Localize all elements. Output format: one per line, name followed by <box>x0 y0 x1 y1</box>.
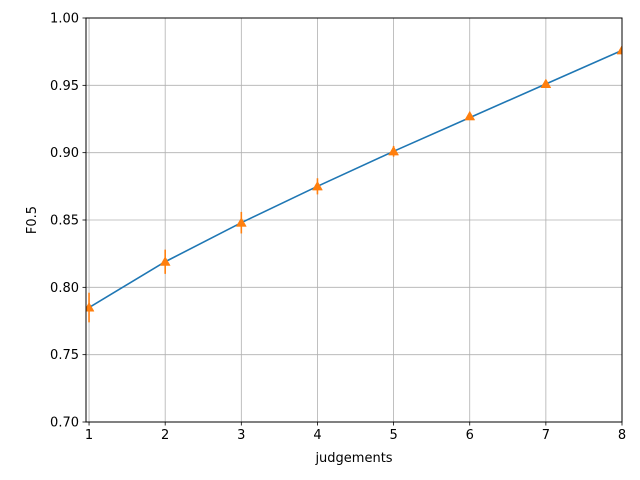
x-tick-label: 3 <box>237 428 245 443</box>
y-tick-label: 0.75 <box>50 348 79 363</box>
data-point <box>540 78 552 88</box>
data-point <box>312 180 323 191</box>
data-point <box>388 145 400 156</box>
x-tick-label: 6 <box>466 428 474 443</box>
data-point <box>616 44 622 55</box>
y-tick-label: 0.95 <box>50 79 79 94</box>
y-tick-label: 0.85 <box>50 214 79 229</box>
x-tick-label: 5 <box>389 428 397 443</box>
series-line <box>88 49 622 309</box>
data-point <box>86 302 95 312</box>
y-tick-label: 1.00 <box>50 12 79 27</box>
grid <box>86 17 623 423</box>
y-axis-label: F0.5 <box>25 206 40 234</box>
data-point <box>159 256 171 266</box>
y-tick-label: 0.80 <box>50 281 79 296</box>
x-tick-label: 8 <box>618 428 626 443</box>
y-tick-label: 0.70 <box>50 416 79 431</box>
x-tick-label: 1 <box>85 428 93 443</box>
data-point <box>235 217 247 227</box>
y-tick-label: 0.90 <box>50 146 79 161</box>
x-tick-label: 2 <box>161 428 169 443</box>
x-axis-label: judgements <box>314 451 392 466</box>
x-tick-label: 7 <box>542 428 550 443</box>
series-layer <box>86 44 622 323</box>
x-tick-label: 4 <box>313 428 321 443</box>
data-point <box>464 110 476 121</box>
ticks: 1 2 3 4 5 6 7 8 0.70 0.75 0.80 0.85 0.90 0.95 1.00 <box>50 12 626 444</box>
